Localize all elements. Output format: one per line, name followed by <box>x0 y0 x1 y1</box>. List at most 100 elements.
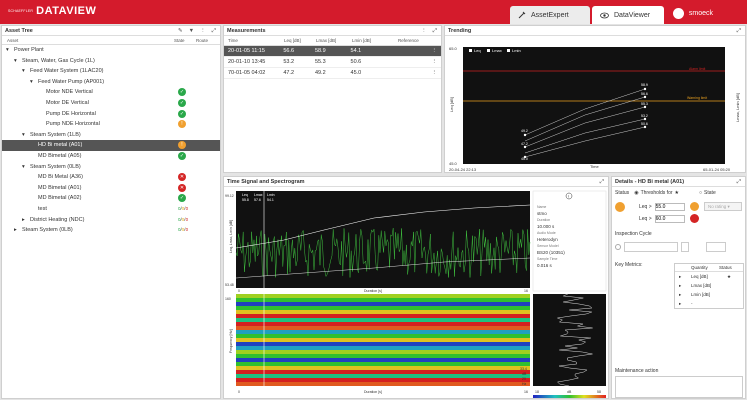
row-menu-icon[interactable]: ⋮ <box>431 59 438 65</box>
tree-item[interactable]: MD Bimetal (A05) ✓ <box>2 151 220 162</box>
tree-item[interactable]: test 0/0/0 <box>2 204 220 215</box>
tree-item[interactable]: MD Bimetal (A01) ✕ <box>2 183 220 194</box>
metric-row[interactable]: ▸ Lmin [dB] <box>675 290 743 299</box>
details-title: Details - HD Bi metal (A01) ⤢ <box>612 177 745 187</box>
threshold-color-red[interactable] <box>689 214 699 223</box>
expand-arrow-icon[interactable]: ▸ <box>679 283 682 288</box>
expand-arrow-icon[interactable]: ▾ <box>22 163 25 170</box>
metric-quantity: Lmin [dB] <box>691 292 711 297</box>
tree-item[interactable]: Motor DE Vertical ✓ <box>2 98 220 109</box>
measurement-cell: 45.0 <box>350 70 362 76</box>
state-icon: ! <box>178 120 186 129</box>
spectrogram-band <box>236 366 530 370</box>
eye-icon <box>600 12 609 18</box>
spectrogram-band <box>236 346 530 350</box>
measurement-cell: 70-01-05 04:02 <box>228 70 266 76</box>
tree-item[interactable]: ▾ Feed Water System (1LAC20) <box>2 66 220 77</box>
expand-arrow-icon[interactable]: ▸ <box>679 292 682 297</box>
row-menu-icon[interactable]: ⋮ <box>431 48 438 54</box>
tab-asset-expert[interactable]: AssetExpert <box>510 6 590 24</box>
measurements-list: 20-01-05 11:15 56.6 58.9 54.1 ⋮ 20-01-10 13:4… <box>224 46 441 79</box>
measurement-cell: 56.6 <box>283 48 295 54</box>
spectrogram-band <box>236 370 530 374</box>
measurement-cell: 55.3 <box>314 59 326 65</box>
expand-icon[interactable]: ⤢ <box>736 179 741 185</box>
expand-arrow-icon[interactable]: ▾ <box>14 57 17 64</box>
inspection-input[interactable] <box>624 242 678 252</box>
trend-lines <box>524 88 646 158</box>
trend-y-label-right: Lmax, Lmin [dB] <box>735 93 740 122</box>
inspection-toggle[interactable] <box>615 244 621 250</box>
expand-icon[interactable]: ⤢ <box>432 28 437 34</box>
threshold-color-orange[interactable] <box>689 202 699 211</box>
filter-icon[interactable]: ▼ <box>188 28 195 34</box>
tree-item[interactable]: Motor NDE Vertical ✓ <box>2 87 220 98</box>
expand-arrow-icon[interactable]: ▾ <box>30 78 33 85</box>
measurements-title-text: Measurements <box>227 28 266 34</box>
tree-item[interactable]: MD Bi Metal (A36) ✕ <box>2 172 220 183</box>
col-status: Status <box>719 265 732 270</box>
expand-icon[interactable]: ⤢ <box>211 28 216 34</box>
more-icon[interactable]: ⋮ <box>421 28 427 34</box>
tree-item-label: MD Bimetal (A05) <box>38 152 82 159</box>
tree-item[interactable]: ▾ Power Plant <box>2 45 220 56</box>
metric-row[interactable]: ▸ Leq [dB] ★ <box>675 272 743 281</box>
inspection-unit-select[interactable] <box>706 242 726 252</box>
info-icon[interactable] <box>565 192 573 200</box>
radio-state-label: State <box>704 190 716 196</box>
rating-select[interactable]: No rating ▾ <box>704 202 742 211</box>
expand-arrow-icon[interactable]: ▾ <box>22 131 25 138</box>
trend-y-top: 65.0 <box>449 46 458 51</box>
col-time: Time <box>228 38 238 43</box>
user-name: smoeck <box>688 10 713 17</box>
row-menu-icon[interactable]: ⋮ <box>431 70 438 76</box>
expand-arrow-icon[interactable]: ▸ <box>679 301 682 306</box>
legend-lmin: Lmin <box>512 48 521 53</box>
tree-item[interactable]: ▾ Steam System (0LB) <box>2 162 220 173</box>
measurements-header: Time Leq [dB] Lmax [dB] Lmin [dB] Refere… <box>224 36 441 46</box>
expand-icon[interactable]: ⤢ <box>599 179 604 185</box>
tree-item[interactable]: ▸ Steam System (0LB) 0/0/0 <box>2 225 220 236</box>
threshold-row-2: Leq > <box>639 214 699 223</box>
tab-data-viewer[interactable]: DataViewer <box>592 6 664 24</box>
tree-item[interactable]: Pump DE Horizontal ✓ <box>2 109 220 120</box>
tree-item[interactable]: ▾ Steam, Water, Gas Cycle (1L) <box>2 56 220 67</box>
expand-arrow-icon[interactable]: ▸ <box>22 216 25 223</box>
tree-item[interactable]: Pump NDE Horizontal! <box>2 119 220 130</box>
info-sample-time: 0.016 s <box>537 263 553 268</box>
threshold-input-2[interactable] <box>654 214 685 223</box>
measurement-row[interactable]: 20-01-05 11:15 56.6 58.9 54.1 ⋮ <box>224 46 441 57</box>
edit-icon[interactable]: ✎ <box>178 28 183 34</box>
tree-item[interactable]: MD Bimetal (A02) ✓ <box>2 193 220 204</box>
tree-item[interactable]: HD Bi metal (A01)! <box>2 140 220 151</box>
calendar-icon[interactable] <box>681 242 689 252</box>
maintenance-textarea[interactable] <box>615 376 743 398</box>
signal-x-right: 16 <box>524 289 528 293</box>
metric-quantity: - <box>691 301 693 306</box>
inspection-cycle-row <box>615 242 743 252</box>
tree-item[interactable]: ▸ District Heating (NDC) 0/0/0 <box>2 215 220 226</box>
star-icon: ★ <box>674 190 680 196</box>
radio-thresholds[interactable]: ◉ <box>634 190 639 196</box>
tool-icon <box>518 11 526 19</box>
trend-label: 58.9 <box>641 83 648 87</box>
more-icon[interactable]: ⋮ <box>200 28 206 34</box>
expand-arrow-icon[interactable]: ▸ <box>679 274 682 279</box>
col-lmax: Lmax [dB] <box>316 38 337 43</box>
user-menu[interactable]: smoeck <box>672 8 713 19</box>
expand-arrow-icon[interactable]: ▸ <box>14 227 17 234</box>
expand-arrow-icon[interactable]: ▾ <box>6 47 9 53</box>
metric-row[interactable]: ▸ Lmax [dB] <box>675 281 743 290</box>
measurement-row[interactable]: 20-01-10 13:45 53.2 55.3 50.6 ⋮ <box>224 57 441 68</box>
metric-row[interactable]: ▸ - <box>675 299 743 308</box>
expand-arrow-icon[interactable]: ▾ <box>22 68 25 75</box>
tree-item-label: District Heating (NDC) <box>30 216 85 223</box>
expand-icon[interactable]: ⤢ <box>736 28 741 34</box>
tree-item[interactable]: ▾ Steam System (1LB) <box>2 130 220 141</box>
tree-item[interactable]: ▾ Feed Water Pump (AP001) <box>2 77 220 88</box>
radio-state[interactable]: ○ <box>699 190 703 196</box>
spectrum-x-label: dB <box>567 390 572 394</box>
spectrogram <box>236 294 530 386</box>
threshold-input-1[interactable] <box>654 202 685 211</box>
measurement-row[interactable]: 70-01-05 04:02 47.2 49.2 45.0 ⋮ <box>224 68 441 79</box>
